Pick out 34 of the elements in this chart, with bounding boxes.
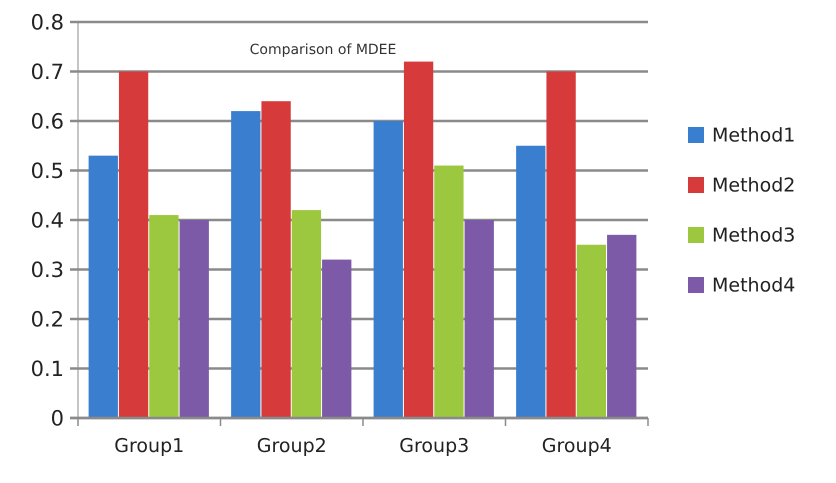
y-tick-label: 0.3 [30,258,64,282]
bar [149,215,179,418]
x-tick-label: Group2 [256,435,327,457]
bar [231,111,260,418]
bar [374,121,403,418]
bar [576,244,606,418]
bar [292,210,322,418]
legend-label: Method1 [712,124,796,147]
bar [180,220,209,418]
y-tick-label: 0.6 [30,109,64,134]
bar [261,101,291,418]
y-tick-label: 0.4 [30,208,64,232]
x-tick-label: Group3 [399,435,470,457]
y-tick-label: 0 [50,406,64,430]
legend-label: Method3 [712,224,796,247]
bar [434,166,464,418]
bar [404,62,434,418]
y-tick-label: 0.2 [30,307,64,332]
bar [607,234,636,418]
bar [546,72,576,418]
legend-label: Method4 [712,274,796,297]
bar [88,156,118,418]
bar [464,220,494,418]
y-tick-label: 0.7 [30,60,64,84]
text: Comparison of MDEE [250,42,396,58]
bar [516,146,546,418]
x-tick-label: Group1 [114,435,184,457]
bar [322,260,352,418]
y-tick-label: 0.8 [30,10,64,34]
y-tick-label: 0.5 [30,158,64,183]
x-tick-label: Group4 [542,435,612,457]
y-tick-label: 0.1 [30,356,64,381]
legend-label: Method2 [712,174,796,197]
bar [118,72,148,418]
